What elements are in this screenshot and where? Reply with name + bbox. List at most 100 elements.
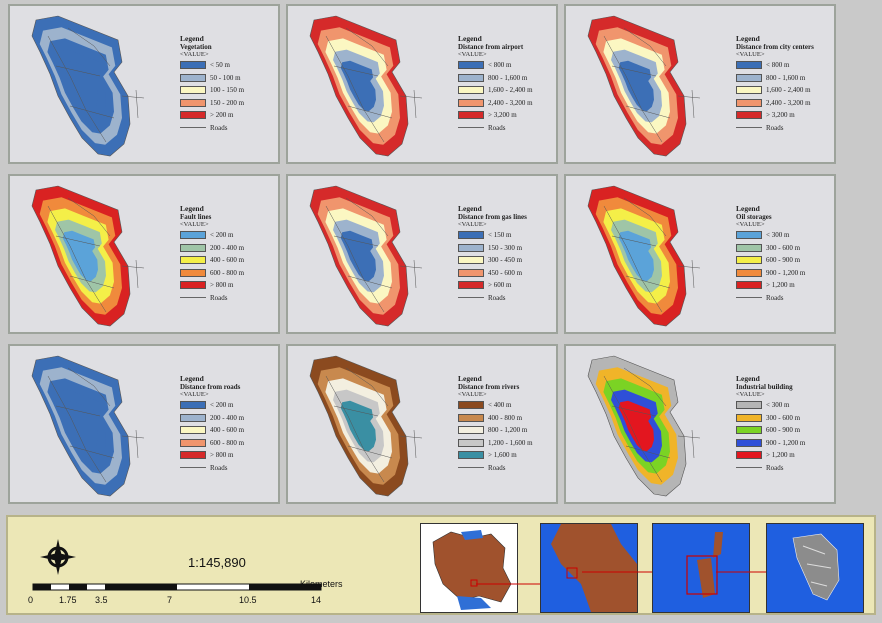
legend-row: 800 - 1,600 m xyxy=(458,72,556,85)
legend-value-label: <VALUE> xyxy=(736,221,765,228)
legend-row: 2,400 - 3,200 m xyxy=(736,97,834,110)
legend-swatch xyxy=(458,451,484,460)
map-panel: Legend Distance from city centers <VALUE> <… xyxy=(564,4,836,164)
legend-label: > 1,200 m xyxy=(766,281,795,290)
legend-row: 300 - 450 m xyxy=(458,254,556,267)
legend-swatch xyxy=(458,111,484,120)
legend-label: 450 - 600 m xyxy=(488,268,523,277)
map-panel: Legend Fault lines <VALUE> < 200 m 200 - 400… xyxy=(8,174,280,334)
road-symbol xyxy=(736,297,762,299)
map-legend: Legend Distance from rivers <VALUE> < 400 m… xyxy=(458,374,556,474)
inset-iran xyxy=(420,523,518,613)
legend-swatch xyxy=(736,98,762,107)
legend-label: Roads xyxy=(766,123,784,132)
legend-swatch xyxy=(180,256,206,265)
legend-row: < 800 m xyxy=(736,59,834,72)
legend-row: 900 - 1,200 m xyxy=(736,267,834,280)
legend-label: < 300 m xyxy=(766,231,790,240)
legend-row: > 1,200 m xyxy=(736,449,834,462)
scale-tick-label: 3.5 xyxy=(95,595,108,605)
inset-region xyxy=(540,523,638,613)
legend-heading: Legend xyxy=(458,204,482,213)
legend-label: Roads xyxy=(488,123,506,132)
road-line xyxy=(611,65,657,77)
legend-row: < 200 m xyxy=(180,229,278,242)
legend-swatch xyxy=(458,61,484,70)
legend-swatch xyxy=(458,73,484,82)
legend-label: < 400 m xyxy=(488,401,512,410)
legend-swatch xyxy=(458,413,484,422)
road-symbol xyxy=(458,127,484,129)
legend-label: 50 - 100 m xyxy=(210,73,241,82)
legend-label: Roads xyxy=(766,293,784,302)
road-line xyxy=(347,275,393,289)
legend-label: > 1,200 m xyxy=(766,451,795,460)
legend-swatch xyxy=(180,281,206,290)
legend-row: 50 - 100 m xyxy=(180,72,278,85)
legend-heading: Legend xyxy=(180,204,204,213)
scale-unit: Kilometers xyxy=(300,579,343,589)
map-canvas xyxy=(309,355,423,497)
legend-swatch xyxy=(736,86,762,95)
legend-row-roads: Roads xyxy=(736,462,834,475)
legend-value-label: <VALUE> xyxy=(458,51,487,58)
legend-label: 150 - 300 m xyxy=(488,243,523,252)
scale-tick-label: 14 xyxy=(311,595,322,605)
legend-swatch xyxy=(180,413,206,422)
legend-swatch xyxy=(180,111,206,120)
road-line xyxy=(625,445,671,459)
legend-row: 600 - 800 m xyxy=(180,267,278,280)
road-line xyxy=(333,235,379,247)
legend-swatch xyxy=(180,401,206,410)
legend-swatch xyxy=(736,438,762,447)
legend-swatch xyxy=(458,256,484,265)
legend-row: 400 - 600 m xyxy=(180,254,278,267)
legend-row: > 800 m xyxy=(180,449,278,462)
legend-row-roads: Roads xyxy=(736,292,834,305)
legend-row: 1,200 - 1,600 m xyxy=(458,437,556,450)
legend-label: 2,400 - 3,200 m xyxy=(488,98,533,107)
road-line xyxy=(399,429,423,459)
road-line xyxy=(55,405,101,417)
road-line xyxy=(67,197,111,237)
map-canvas xyxy=(587,15,701,157)
legend-label: 150 - 200 m xyxy=(210,98,245,107)
legend-swatch xyxy=(180,426,206,435)
legend-row-roads: Roads xyxy=(180,462,278,475)
legend-label: 300 - 450 m xyxy=(488,256,523,265)
legend-swatch xyxy=(180,231,206,240)
legend-row: 100 - 150 m xyxy=(180,84,278,97)
road-line xyxy=(603,35,663,143)
legend-swatch xyxy=(736,268,762,277)
legend-swatch xyxy=(736,413,762,422)
legend-row: > 3,200 m xyxy=(458,109,556,122)
legend-label: < 800 m xyxy=(488,61,512,70)
legend-label: 100 - 150 m xyxy=(210,86,245,95)
legend-swatch xyxy=(458,426,484,435)
legend-label: > 1,600 m xyxy=(488,451,517,460)
road-line xyxy=(677,89,701,119)
road-line xyxy=(333,405,379,417)
legend-title: Distance from rivers xyxy=(458,383,520,391)
legend-heading: Legend xyxy=(736,204,760,213)
road-line xyxy=(625,105,671,119)
map-canvas xyxy=(31,355,145,497)
road-symbol xyxy=(736,127,762,129)
road-symbol xyxy=(180,467,206,469)
legend-title: Distance from gas lines xyxy=(458,213,527,221)
road-line xyxy=(611,235,657,247)
road-line xyxy=(67,367,111,407)
map-footer: 1:145,890 Kilometers 0 1.75 3.5 7 10.5 14 xyxy=(6,515,876,615)
legend-swatch xyxy=(180,86,206,95)
scale-bar xyxy=(32,583,322,591)
inset-island xyxy=(766,523,864,613)
legend-row: > 1,600 m xyxy=(458,449,556,462)
legend-label: < 50 m xyxy=(210,61,230,70)
legend-swatch xyxy=(736,231,762,240)
legend-swatch xyxy=(180,98,206,107)
legend-row: 600 - 900 m xyxy=(736,254,834,267)
legend-row: 400 - 800 m xyxy=(458,412,556,425)
legend-row: 450 - 600 m xyxy=(458,267,556,280)
map-panel: Legend Vegetation <VALUE> < 50 m 50 - 100 m 1… xyxy=(8,4,280,164)
legend-swatch xyxy=(180,438,206,447)
